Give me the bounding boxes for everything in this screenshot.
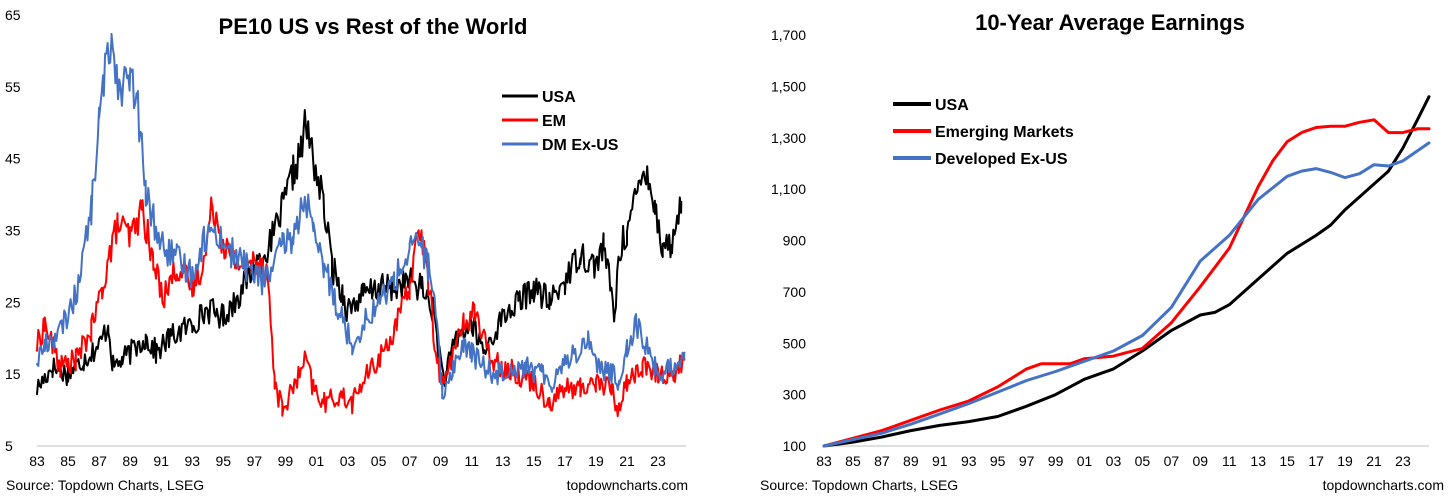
y-tick-label: 45 — [5, 151, 21, 167]
x-tick-label: 11 — [1222, 453, 1237, 469]
x-tick-label: 09 — [1193, 453, 1209, 469]
x-tick-label: 19 — [1337, 453, 1353, 469]
legend: USA EM DM Ex-US — [502, 89, 619, 154]
series-line-usa — [822, 95, 1431, 448]
legend: USA Emerging Markets Developed Ex-US — [893, 97, 1074, 168]
x-tick-label: 05 — [1135, 453, 1151, 469]
x-tick-label: 87 — [91, 453, 107, 469]
x-tick-label: 99 — [278, 453, 294, 469]
y-tick-label: 500 — [783, 335, 807, 351]
x-tick-label: 95 — [216, 453, 232, 469]
chart-pe10-svg: PE10 US vs Rest of the World 5 15 25 35 45 55… — [5, 7, 688, 493]
series-line-em — [36, 196, 686, 418]
x-tick-label: 97 — [1019, 453, 1035, 469]
x-tick-label: 85 — [60, 453, 76, 469]
y-tick-label: 5 — [5, 438, 13, 454]
legend-label: EM — [542, 113, 566, 130]
x-tick-label: 15 — [1279, 453, 1295, 469]
x-tick-label: 99 — [1048, 453, 1064, 469]
x-tick-label: 21 — [1366, 453, 1382, 469]
y-tick-label: 1,100 — [771, 181, 806, 197]
x-tick-label: 05 — [371, 453, 387, 469]
x-tick-label: 07 — [1164, 453, 1180, 469]
y-tick-label: 65 — [5, 7, 21, 23]
y-tick-label: 35 — [5, 223, 21, 239]
x-tick-label: 01 — [309, 453, 325, 469]
x-tick-label: 83 — [816, 453, 832, 469]
x-tick-label: 15 — [526, 453, 542, 469]
x-tick-label: 95 — [990, 453, 1006, 469]
series-line-usa — [36, 109, 683, 396]
source-note: Source: Topdown Charts, LSEG — [6, 477, 204, 493]
x-tick-label: 93 — [961, 453, 977, 469]
series-line-developed-ex-us — [822, 141, 1431, 448]
x-tick-label: 23 — [650, 453, 666, 469]
x-tick-label: 17 — [1308, 453, 1324, 469]
y-tick-label: 1,500 — [771, 78, 806, 94]
site-watermark: topdowncharts.com — [1323, 477, 1444, 493]
y-tick-label: 55 — [5, 79, 21, 95]
x-tick-label: 91 — [153, 453, 169, 469]
x-tick-label: 03 — [340, 453, 356, 469]
x-tick-label: 89 — [122, 453, 138, 469]
x-tick-label: 23 — [1395, 453, 1411, 469]
legend-label: USA — [542, 89, 576, 106]
x-tick-label: 13 — [495, 453, 511, 469]
y-tick-label: 900 — [783, 233, 807, 249]
series-line-emerging-markets — [822, 118, 1431, 448]
x-tick-label: 03 — [1106, 453, 1122, 469]
x-tick-label: 17 — [557, 453, 573, 469]
x-tick-label: 07 — [402, 453, 418, 469]
legend-label: Emerging Markets — [935, 124, 1074, 141]
y-tick-label: 1,300 — [771, 130, 806, 146]
x-tick-label: 01 — [1077, 453, 1093, 469]
chart-title: 10-Year Average Earnings — [975, 10, 1245, 35]
x-tick-label: 83 — [29, 453, 45, 469]
x-tick-label: 85 — [845, 453, 861, 469]
x-tick-label: 87 — [874, 453, 890, 469]
legend-label: Developed Ex-US — [935, 151, 1068, 168]
x-tick-label: 09 — [433, 453, 449, 469]
y-tick-label: 15 — [5, 366, 21, 382]
y-tick-label: 100 — [783, 438, 807, 454]
source-note: Source: Topdown Charts, LSEG — [760, 477, 958, 493]
x-tick-label: 19 — [588, 453, 604, 469]
x-tick-label: 93 — [184, 453, 200, 469]
y-tick-label: 1,700 — [771, 27, 806, 43]
site-watermark: topdowncharts.com — [567, 477, 688, 493]
y-tick-label: 300 — [783, 387, 807, 403]
legend-label: DM Ex-US — [542, 137, 619, 154]
chart-pe10: PE10 US vs Rest of the World 5 15 25 35 45 55… — [5, 7, 688, 493]
legend-label: USA — [935, 97, 969, 114]
chart-earnings-svg: 10-Year Average Earnings 100 300 500 700 900… — [760, 10, 1444, 493]
series-line-dm-ex-us — [36, 32, 686, 400]
y-tick-label: 25 — [5, 294, 21, 310]
x-tick-label: 91 — [932, 453, 948, 469]
chart-earnings: 10-Year Average Earnings 100 300 500 700 900… — [728, 0, 1456, 496]
x-tick-label: 13 — [1250, 453, 1266, 469]
x-tick-label: 97 — [247, 453, 263, 469]
x-tick-label: 11 — [464, 453, 479, 469]
x-tick-label: 21 — [619, 453, 635, 469]
y-tick-label: 700 — [783, 284, 807, 300]
x-tick-label: 89 — [903, 453, 919, 469]
chart-title: PE10 US vs Rest of the World — [219, 14, 528, 39]
